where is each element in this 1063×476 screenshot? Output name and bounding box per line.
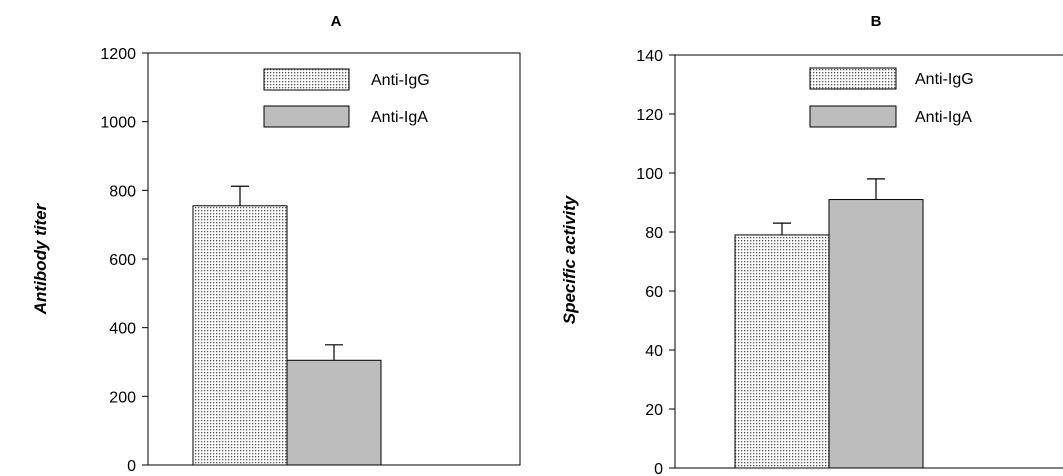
panel-a-y-tick-label: 800 bbox=[109, 183, 136, 200]
panel-b-legend-swatch-iga bbox=[809, 105, 897, 128]
panel-b-title: B bbox=[871, 13, 882, 30]
panel-b-legend-label-iga: Anti-IgA bbox=[915, 109, 972, 126]
panel-a-y-tick-label: 1000 bbox=[100, 115, 136, 132]
panel-b-y-tick-label: 60 bbox=[645, 284, 663, 301]
panel-a-y-axis-label: Antibody titer bbox=[31, 202, 50, 315]
panel-a-legend-swatch-igg bbox=[263, 68, 350, 91]
panel-a-y-ticks: 0 200 400 600 800 1000 1200 bbox=[100, 46, 148, 475]
panel-b-bar-anti-igg bbox=[734, 234, 830, 469]
panel-b-bar-anti-iga bbox=[828, 199, 924, 469]
panel-b-y-tick-label: 140 bbox=[636, 48, 663, 65]
panel-a-bars bbox=[192, 185, 382, 466]
panel-b-y-tick-label: 40 bbox=[645, 343, 663, 360]
panel-a-title: A bbox=[331, 13, 342, 30]
panel-a-y-tick-label: 200 bbox=[109, 389, 136, 406]
panel-a-bar-anti-iga bbox=[286, 359, 382, 466]
panel-a-bar-anti-igg bbox=[192, 205, 288, 466]
panel-b-y-tick-label: 0 bbox=[654, 461, 663, 476]
panel-b-bars bbox=[734, 178, 924, 469]
panel-b-y-tick-label: 100 bbox=[636, 166, 663, 183]
panel-b-y-tick-label: 80 bbox=[645, 225, 663, 242]
panel-b-legend: Anti-IgG Anti-IgA bbox=[809, 67, 974, 128]
panel-a-y-tick-label: 400 bbox=[109, 321, 136, 338]
panel-a: A 0 200 400 600 800 1000 1200 Antibody titer A… bbox=[31, 13, 521, 475]
panel-b-y-tick-label: 20 bbox=[645, 402, 663, 419]
panel-a-y-tick-label: 0 bbox=[127, 458, 136, 475]
panel-a-legend-label-igg: Anti-IgG bbox=[371, 72, 430, 89]
panel-b-y-axis-label: Specific activity bbox=[560, 194, 579, 324]
panel-b-y-ticks: 0 20 40 60 80 100 120 140 bbox=[636, 48, 675, 476]
panel-b-y-tick-label: 120 bbox=[636, 107, 663, 124]
panel-b-legend-label-igg: Anti-IgG bbox=[915, 71, 974, 88]
panel-b-legend-swatch-igg bbox=[809, 67, 897, 90]
panel-a-legend-swatch-iga bbox=[263, 105, 350, 128]
panel-a-legend-label-iga: Anti-IgA bbox=[371, 109, 428, 126]
panel-a-y-tick-label: 1200 bbox=[100, 46, 136, 63]
panel-a-legend: Anti-IgG Anti-IgA bbox=[263, 68, 430, 128]
panel-a-y-tick-label: 600 bbox=[109, 252, 136, 269]
panel-b: B 0 20 40 60 80 100 120 140 Specific activity A… bbox=[560, 13, 1063, 476]
